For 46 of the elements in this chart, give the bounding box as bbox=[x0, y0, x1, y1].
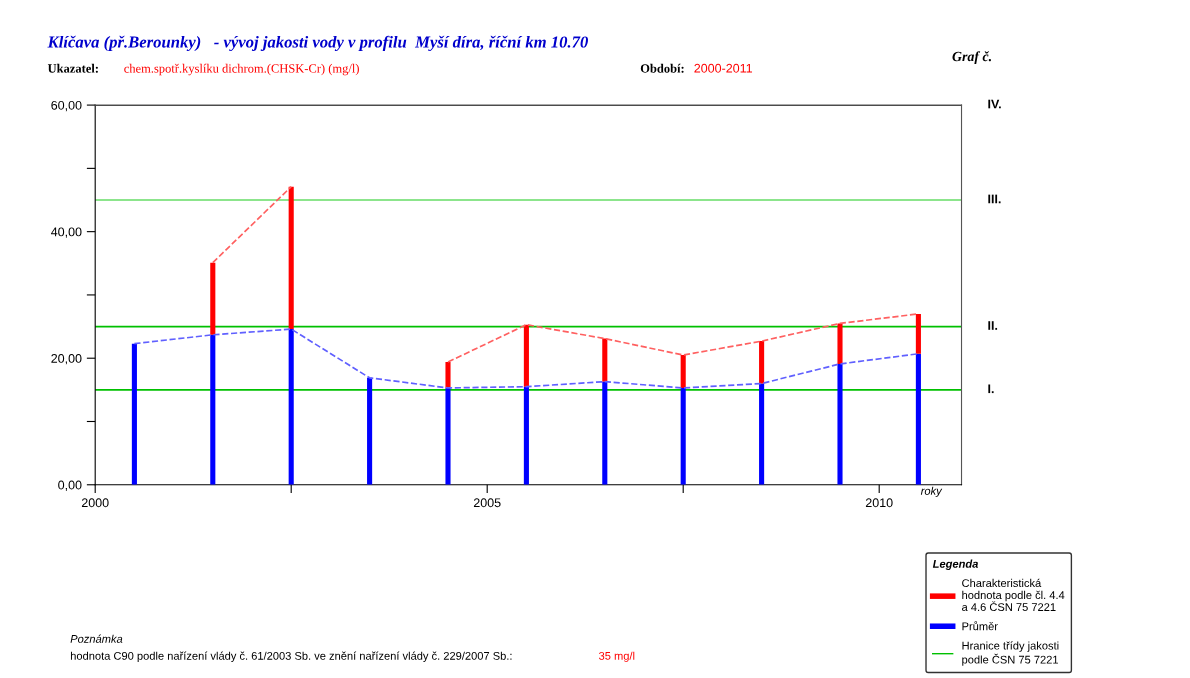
x-axis-title: roky bbox=[920, 486, 943, 498]
bar bbox=[445, 362, 451, 388]
ref-line-label: II. bbox=[988, 321, 998, 330]
bar bbox=[915, 313, 921, 354]
x-tick-label: 2010 bbox=[865, 498, 893, 508]
text: Hranice třídy jakosti podle ČSN 75 7221 bbox=[962, 641, 1059, 666]
legend-label: Průměr bbox=[962, 621, 998, 631]
bar bbox=[837, 323, 843, 364]
bar bbox=[680, 387, 686, 485]
legend-label: Charakteristická hodnota podle čl. 4.4 a 4.6 ČSN 75 7221 bbox=[962, 578, 1065, 611]
bar bbox=[288, 329, 294, 485]
y-tick-label: 40,00 bbox=[51, 227, 82, 238]
bar bbox=[915, 353, 921, 485]
ref-line-label: I. bbox=[988, 384, 994, 394]
y-tick-label: 60,00 bbox=[51, 100, 82, 112]
text: chem.spotř.kyslíku dichrom.(CHSK-Cr) (mg/l) bbox=[124, 63, 359, 76]
bar bbox=[602, 381, 608, 485]
text: Graf č. bbox=[952, 51, 991, 64]
text: Ukazatel: bbox=[47, 63, 98, 73]
bar bbox=[680, 355, 686, 388]
text: 35 mg/l bbox=[598, 651, 635, 662]
bar bbox=[759, 341, 765, 384]
text: 2000-2011 bbox=[694, 63, 753, 73]
text: Poznámka bbox=[70, 634, 123, 643]
legend-title: Legenda bbox=[932, 559, 979, 570]
text: hodnota C90 podle nařízení vlády č. 61/2003 Sb. ve znění nařízení vlády č. 229/2007 Sb.: bbox=[70, 651, 512, 662]
bar bbox=[523, 386, 529, 485]
bar bbox=[131, 343, 137, 485]
bar bbox=[445, 387, 451, 485]
ref-line-label: III. bbox=[988, 194, 1001, 204]
text: Období: bbox=[640, 63, 684, 73]
y-tick-label: 20,00 bbox=[51, 354, 82, 365]
bar bbox=[210, 334, 216, 485]
bar bbox=[602, 338, 608, 382]
bar bbox=[523, 324, 529, 387]
y-tick-label: 0,00 bbox=[58, 480, 82, 491]
bar bbox=[210, 262, 216, 335]
x-tick-label: 2000 bbox=[81, 498, 109, 508]
bar bbox=[288, 186, 294, 330]
chart-title: Klíčava (př.Berounky) - vývoj jakosti vody v profilu Myší díra, říční km 10.70 bbox=[47, 35, 589, 52]
bar bbox=[837, 363, 843, 485]
line-series bbox=[133, 328, 920, 389]
bar bbox=[759, 383, 765, 485]
bar bbox=[367, 377, 373, 485]
x-tick-label: 2005 bbox=[473, 498, 501, 508]
ref-line-label: IV. bbox=[988, 99, 1001, 109]
